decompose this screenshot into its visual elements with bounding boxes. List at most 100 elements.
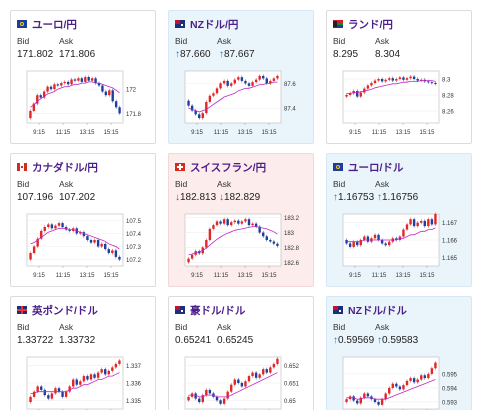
candle-body [42,91,46,98]
ask-label: Ask [217,36,232,46]
currency-pair-name[interactable]: ランド/円 [348,18,393,31]
candle-body [276,243,279,246]
plot-area [184,213,282,267]
candle-body [409,219,412,225]
candle-body [222,219,226,224]
candle-body [215,88,219,94]
mini-chart[interactable]: 183.2 183 182.8 182.6 9:15 11:15 13:15 15:15 [181,210,303,280]
candle-body [86,376,89,380]
y-tick-label: 0.594 [442,386,458,392]
candle-body [395,79,398,81]
rate-card-chf-jpy[interactable]: スイスフラン/円 Bid Ask ↓182.813 ↓182.829 183.2 183 18… [168,153,314,287]
mini-chart[interactable]: 107.5 107.4 107.3 107.2 9:15 11:15 13:15 15:15 [23,210,145,280]
currency-pair-name[interactable]: NZドル/円 [190,18,239,31]
candle-body [101,85,104,92]
rate-card-zar-jpy[interactable]: ランド/円 Bid Ask 8.295 8.304 8.3 8.28 8.26 9:15 11:1… [326,10,472,144]
flag-ch-icon [175,163,185,171]
rate-card-gbp-usd[interactable]: 英ポンド/ドル Bid Ask 1.33722 1.33732 1.337 1.336 1.3… [10,296,156,410]
candle-body [187,396,190,401]
bid-label: Bid [175,179,188,189]
candle-body [47,395,50,399]
candle-body [43,227,46,231]
candle-body [423,220,426,227]
candle-body [262,75,265,79]
currency-pair-name[interactable]: ユーロ/ドル [348,161,404,174]
x-tick-label: 9:15 [33,130,45,136]
currency-pair-name[interactable]: ユーロ/円 [32,18,77,31]
candle-body [247,376,251,382]
card-title[interactable]: ユーロ/ドル [333,160,403,174]
candle-body [46,86,49,92]
card-title[interactable]: スイスフラン/円 [175,160,266,174]
candle-body [262,369,265,375]
candle-body [79,232,82,234]
y-tick-label: 87.6 [284,82,296,88]
candle-body [57,388,61,392]
ask-label: Ask [59,322,74,332]
candle-body [244,219,247,222]
candle-body [352,91,355,94]
card-title[interactable]: NZドル/円 [175,17,238,31]
card-title[interactable]: NZドル/ドル [333,303,407,317]
rate-card-nzd-jpy[interactable]: NZドル/円 Bid Ask ↑87.660 ↑87.667 87.6 87.4 9:15 11… [168,10,314,144]
candle-body [373,399,377,402]
card-title[interactable]: 豪ドル/ドル [175,303,245,317]
rate-card-eur-jpy[interactable]: ユーロ/円 Bid Ask 171.802 171.806 172 171.8 9:15 11:… [10,10,156,144]
candle-body [240,221,244,224]
candle-body [409,378,412,381]
currency-pair-name[interactable]: 豪ドル/ドル [190,304,246,317]
candle-body [100,243,103,247]
candle-body [114,250,118,257]
arrow-up-icon: ↑ [175,49,180,60]
card-title[interactable]: ランド/円 [333,17,393,31]
rate-card-aud-usd[interactable]: 豪ドル/ドル Bid Ask 0.65241 0.65245 0.652 0.651 0.65… [168,296,314,410]
candle-body [66,81,70,85]
mini-chart[interactable]: 8.3 8.28 8.26 9:15 11:15 13:15 15:15 [339,67,461,137]
y-tick-label: 0.652 [284,364,300,370]
card-title[interactable]: カナダドル/円 [17,160,98,174]
ask-value: 1.33732 [59,335,96,346]
x-tick-label: 11:15 [56,273,71,279]
mini-chart[interactable]: 172 171.8 9:15 11:15 13:15 15:15 [23,67,145,137]
candlestick-chart: 8.3 8.28 8.26 9:15 11:15 13:15 15:15 [342,70,454,136]
currency-pair-name[interactable]: カナダドル/円 [32,161,98,174]
moving-average-line [30,227,120,250]
candle-body [50,393,54,399]
candle-body [254,223,258,227]
candle-body [77,78,80,81]
candle-body [215,396,219,401]
candle-body [80,78,84,82]
candle-body [56,84,60,86]
candle-body [108,90,111,96]
moving-average-line [30,81,120,108]
candle-body [427,81,430,83]
mini-chart[interactable]: 1.167 1.166 1.165 9:15 11:15 13:15 15:15 [339,210,461,280]
candle-body [384,393,387,400]
candle-body [352,241,355,247]
currency-pair-name[interactable]: NZドル/ドル [348,304,407,317]
candle-body [226,80,229,86]
y-tick-label: 182.6 [284,261,300,267]
currency-pair-name[interactable]: スイスフラン/円 [190,161,267,174]
bid-value: ↑87.660 [175,49,211,60]
candle-body [254,79,258,83]
card-title[interactable]: 英ポンド/ドル [17,303,98,317]
candle-body [40,386,43,390]
rate-card-eur-usd[interactable]: ユーロ/ドル Bid Ask ↑1.16753 ↑1.16756 1.167 1.166 1.… [326,153,472,287]
currency-pair-name[interactable]: 英ポンド/ドル [32,304,98,317]
rate-card-cad-jpy[interactable]: カナダドル/円 Bid Ask 107.196 107.202 107.5 107.4 107… [10,153,156,287]
mini-chart[interactable]: 87.6 87.4 9:15 11:15 13:15 15:15 [181,67,303,137]
card-title[interactable]: ユーロ/円 [17,17,77,31]
rate-card-nzd-usd[interactable]: NZドル/ドル Bid Ask ↑0.59569 ↑0.59583 0.595 0.594 0… [326,296,472,410]
candle-body [194,110,197,115]
x-tick-label: 9:15 [349,273,361,279]
candle-body [36,386,39,392]
candle-body [269,367,272,373]
x-tick-label: 11:15 [56,130,71,136]
x-tick-label: 15:15 [103,130,119,136]
candle-body [222,398,226,404]
